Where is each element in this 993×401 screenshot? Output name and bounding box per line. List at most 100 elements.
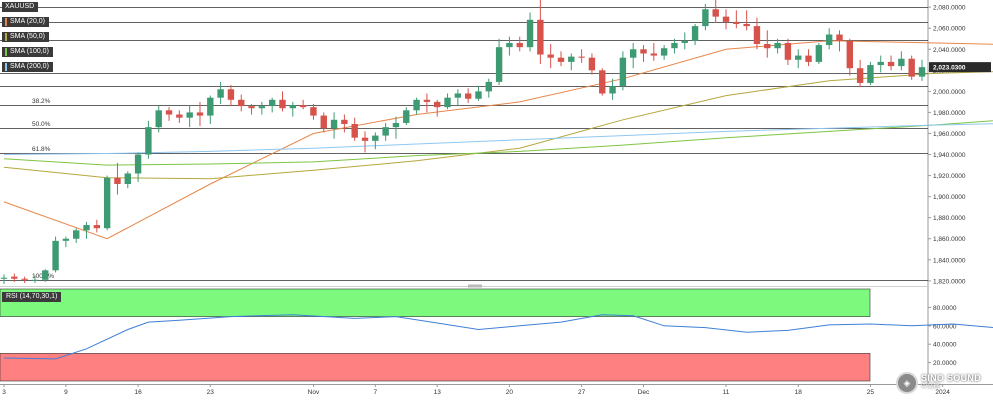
sma-100-swatch	[5, 48, 7, 56]
candle-body	[464, 93, 472, 99]
logo: ◈ SINO SOUND 中文网	[896, 368, 990, 398]
y-tick-label: 2,000.0000	[933, 89, 966, 96]
candle-body	[753, 26, 761, 44]
x-tick-label: 3	[2, 389, 6, 396]
y-tick-label: 1,940.0000	[933, 152, 966, 159]
candle-body	[743, 24, 750, 27]
candle-body	[557, 57, 565, 62]
x-tick-label: 25	[867, 389, 875, 396]
y-tick-label: 2,040.0000	[933, 47, 966, 54]
x-tick-label: Dec	[638, 389, 650, 396]
symbol-tag[interactable]: XAUUSD	[2, 2, 39, 12]
legend-sma-50[interactable]: SMA (50,0)	[2, 32, 50, 42]
candle-body	[103, 177, 111, 229]
sma-line	[3, 123, 993, 155]
x-tick-label: 18	[795, 389, 803, 396]
candle-body	[0, 277, 8, 279]
candle-body	[908, 58, 915, 77]
candle-body	[681, 40, 688, 43]
candle-body	[660, 48, 668, 56]
candle-body	[145, 127, 152, 155]
rsi-oversold-zone	[0, 353, 871, 382]
candle-body	[299, 105, 307, 108]
legend-sma-200[interactable]: SMA (200,0)	[2, 62, 53, 72]
x-tick-label: 27	[578, 389, 586, 396]
candle-body	[568, 56, 575, 62]
candle-body	[485, 81, 492, 92]
last-price-tag	[929, 62, 991, 73]
candle-body	[289, 105, 297, 109]
rsi-line	[3, 314, 993, 360]
candle-body	[268, 99, 276, 107]
sma-20-swatch	[5, 18, 7, 26]
legend-sma-20[interactable]: SMA (20,0)	[2, 17, 50, 27]
candle-body	[176, 114, 183, 118]
sma-line	[3, 120, 993, 166]
candle-body	[114, 177, 121, 184]
y-tick-label: 2,080.0000	[933, 5, 966, 12]
pane-resize-handle	[468, 284, 482, 288]
candle-body	[423, 99, 431, 102]
candle-body	[588, 57, 596, 71]
candle-body	[134, 154, 142, 174]
sma-50-swatch	[5, 33, 7, 41]
candle-body	[774, 42, 781, 49]
candle-body	[454, 93, 462, 98]
x-tick-label: 16	[134, 389, 142, 396]
candle-body	[11, 276, 18, 279]
x-tick-label: 13	[434, 389, 442, 396]
candle-body	[578, 56, 585, 58]
candle-body	[825, 34, 833, 46]
candle-body	[784, 42, 792, 60]
candle-body	[42, 270, 49, 280]
candle-body	[547, 54, 554, 58]
candle-body	[62, 238, 70, 241]
candle-body	[805, 55, 812, 62]
x-tick-label: 20	[506, 389, 514, 396]
candle-body	[434, 101, 441, 108]
candle-body	[310, 107, 317, 116]
legend-sma-100[interactable]: SMA (100,0)	[2, 47, 53, 57]
candle-body	[279, 99, 286, 109]
candle-body	[227, 89, 235, 100]
candle-body	[898, 58, 905, 67]
candle-body	[73, 230, 80, 239]
y-tick-label: 1,900.0000	[933, 194, 966, 201]
y-tick-label: 1,840.0000	[933, 257, 966, 264]
fib-level-label: 61.8%	[32, 146, 51, 153]
candle-body	[330, 119, 338, 129]
candle-body	[93, 225, 101, 229]
candle-body	[258, 106, 266, 109]
x-tick-label: 11	[723, 389, 730, 396]
x-tick-label: 9	[64, 389, 68, 396]
symbol-label: XAUUSD	[5, 3, 35, 10]
candle-body	[351, 124, 358, 138]
candle-body	[609, 86, 616, 94]
sma-50-label: SMA (50,0)	[10, 33, 46, 40]
candle-body	[403, 110, 410, 123]
candle-body	[856, 68, 864, 83]
candle-body	[341, 119, 348, 124]
fib-level-label: 38.2%	[32, 98, 51, 105]
candle-body	[671, 42, 678, 49]
candle-body	[795, 55, 802, 60]
logo-sub: 中文网	[921, 384, 940, 390]
y-tick-label: 2,060.0000	[933, 26, 966, 33]
candle-body	[619, 57, 627, 87]
candle-body	[207, 97, 214, 116]
candle-body	[629, 49, 637, 58]
y-tick-label: 1,860.0000	[933, 236, 966, 243]
candle-body	[506, 42, 513, 48]
rsi-tag[interactable]: RSI (14,70,30,1)	[2, 292, 62, 302]
rsi-overbought-zone	[0, 288, 871, 317]
candle-body	[444, 97, 451, 108]
candle-body	[918, 67, 926, 77]
candle-body	[372, 135, 379, 141]
rsi-label: RSI (14,70,30,1)	[6, 293, 58, 300]
candle-body	[238, 99, 245, 107]
candle-body	[392, 122, 400, 128]
y-tick-label: 1,920.0000	[933, 173, 966, 180]
x-tick-label: 2024	[935, 389, 950, 396]
